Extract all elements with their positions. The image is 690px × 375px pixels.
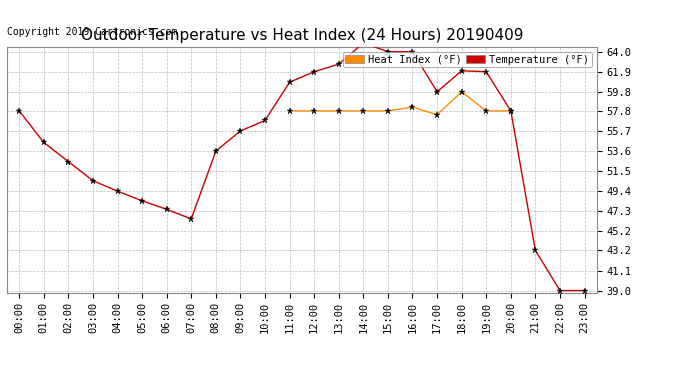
Title: Outdoor Temperature vs Heat Index (24 Hours) 20190409: Outdoor Temperature vs Heat Index (24 Ho… <box>81 28 523 43</box>
Text: Copyright 2019 Cartronics.com: Copyright 2019 Cartronics.com <box>7 27 177 37</box>
Legend: Heat Index (°F), Temperature (°F): Heat Index (°F), Temperature (°F) <box>343 52 591 67</box>
